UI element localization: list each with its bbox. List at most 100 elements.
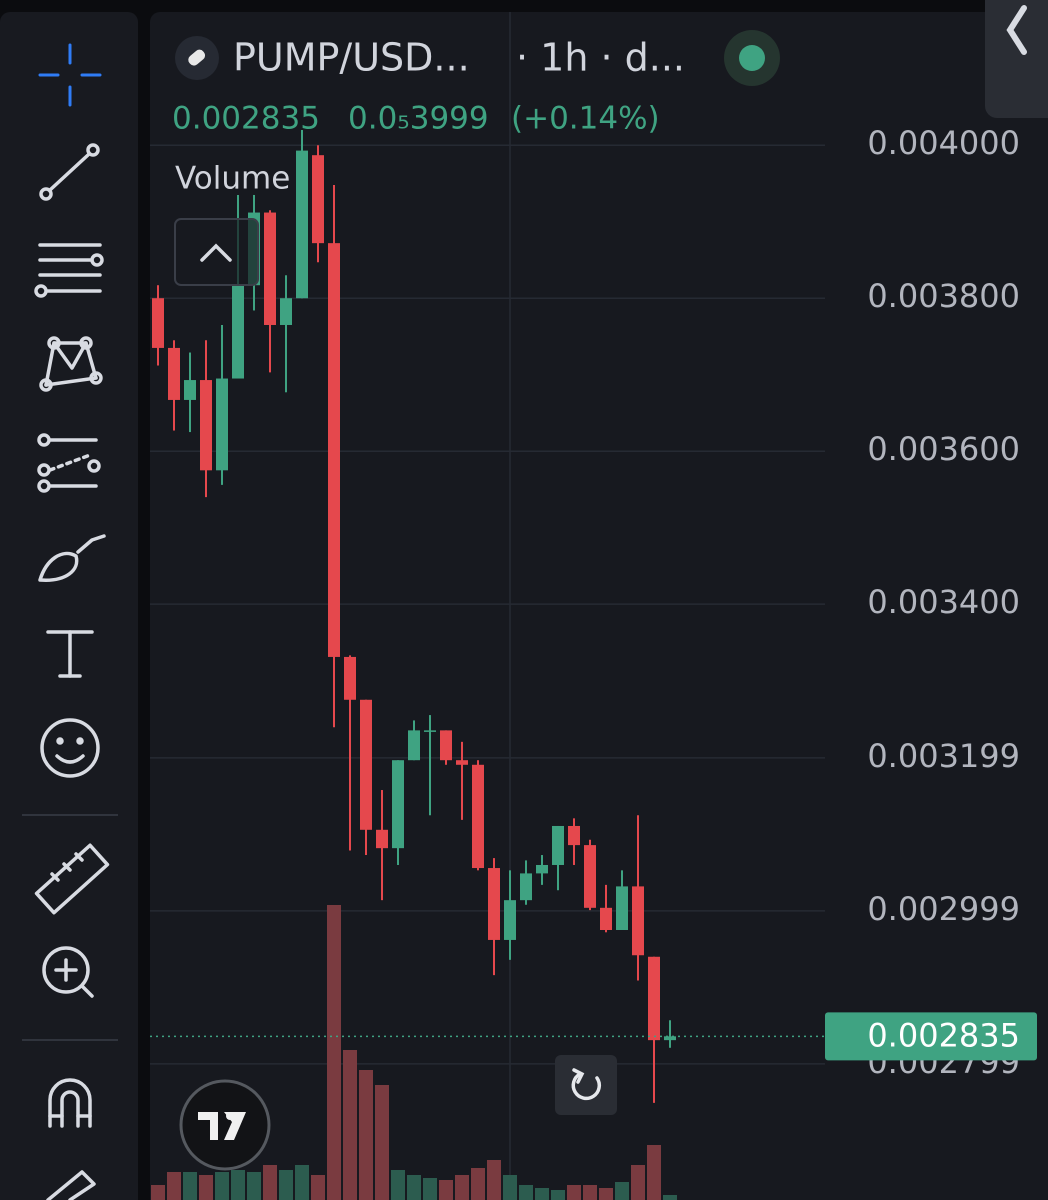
toolbar-panel <box>0 12 138 1200</box>
text-tool[interactable] <box>46 630 94 678</box>
emoji-tool[interactable] <box>40 718 100 778</box>
collapse-icon <box>200 243 232 262</box>
candle-body <box>392 760 404 849</box>
volume-bar <box>375 1085 389 1200</box>
candle-body <box>216 378 228 471</box>
y-tick-label: 0.002999 <box>867 890 1020 928</box>
volume-bar <box>407 1175 421 1200</box>
candle-body <box>568 825 580 846</box>
interval[interactable]: · 1h · d... <box>516 36 685 80</box>
volume-bar <box>359 1070 373 1200</box>
candle-body <box>200 380 212 471</box>
volume-bar <box>663 1195 677 1200</box>
candle-body <box>312 155 324 244</box>
pencil-tool[interactable] <box>46 1170 96 1200</box>
zoom-tool[interactable] <box>42 946 94 998</box>
volume-bar <box>599 1188 613 1200</box>
y-tick-label: 0.003400 <box>867 583 1020 621</box>
crosshair-tool[interactable] <box>38 43 102 107</box>
y-tick-label: 0.003800 <box>867 277 1020 315</box>
candle-body <box>280 298 292 325</box>
candle-body <box>424 730 436 732</box>
collapse-button[interactable] <box>174 218 259 286</box>
candle-body <box>504 900 516 940</box>
reset-button[interactable] <box>555 1055 617 1115</box>
volume-bar <box>583 1185 597 1200</box>
volume-bar <box>487 1160 501 1200</box>
volume-bar <box>439 1180 453 1200</box>
candle-body <box>328 243 340 657</box>
symbol[interactable]: PUMP/USD... <box>233 36 470 80</box>
y-tick-label: 0.003199 <box>867 737 1020 775</box>
volume-bar <box>247 1172 261 1200</box>
candle-body <box>552 825 564 865</box>
magnet-tool[interactable] <box>48 1078 92 1128</box>
reset-icon-arrow <box>572 1068 585 1084</box>
volume-label: Volume <box>175 161 290 197</box>
header-change: 0.0₅3999 <box>348 101 489 137</box>
fib-tool[interactable] <box>34 243 104 298</box>
logo <box>198 1112 246 1140</box>
volume-bar <box>423 1178 437 1200</box>
side-tab[interactable] <box>985 0 1048 118</box>
volume-bar <box>199 1175 213 1200</box>
volume-bar <box>519 1185 533 1200</box>
header-change-percent: (+0.14%) <box>511 101 660 137</box>
volume-bar <box>295 1165 309 1200</box>
y-tick-label: 0.003600 <box>867 430 1020 468</box>
candle-body <box>616 886 628 930</box>
candle-body <box>376 829 388 849</box>
last-price-label: 0.002835 <box>867 1016 1020 1054</box>
volume-bar <box>631 1165 645 1200</box>
volume-bar <box>263 1165 277 1200</box>
volume-bar <box>567 1185 581 1200</box>
candle-body <box>408 730 420 761</box>
candle-body <box>520 873 532 901</box>
candle-body <box>184 380 196 400</box>
reset-icon <box>571 1072 601 1101</box>
status-dot <box>739 45 765 71</box>
candle-body <box>536 864 548 874</box>
pattern-tool[interactable] <box>39 336 103 392</box>
volume-bar <box>535 1188 549 1200</box>
plot-area <box>150 129 825 1200</box>
prediction-tool[interactable] <box>37 433 101 493</box>
volume-bar <box>391 1170 405 1200</box>
candle-body <box>664 1036 676 1041</box>
candle-body <box>344 656 356 700</box>
last-price-tag <box>825 1012 1037 1061</box>
header-price: 0.002835 <box>172 101 320 137</box>
volume-bar <box>279 1170 293 1200</box>
volume-bar <box>231 1170 245 1200</box>
chart-panel <box>150 12 1048 1200</box>
volume-bar <box>215 1172 229 1200</box>
candle-body <box>168 347 180 400</box>
trend-line-tool[interactable] <box>39 143 100 201</box>
logo-dot <box>226 1112 234 1120</box>
candle-body <box>232 285 244 379</box>
volume-bar <box>615 1182 629 1200</box>
volume-bar <box>455 1175 469 1200</box>
brush-tool[interactable] <box>38 534 106 582</box>
ruler-tool[interactable] <box>34 843 110 915</box>
volume-bar <box>503 1175 517 1200</box>
volume-bar <box>551 1190 565 1200</box>
volume-bar <box>647 1145 661 1200</box>
candle-body <box>472 764 484 869</box>
candle-body <box>360 699 372 830</box>
volume-bar <box>311 1175 325 1200</box>
candle-body <box>152 298 164 348</box>
logo-button[interactable] <box>179 1079 271 1171</box>
volume-bar <box>327 905 341 1200</box>
candle-body <box>264 212 276 325</box>
volume-bar <box>183 1172 197 1200</box>
symbol-icon-pill <box>188 49 206 66</box>
volume-bar <box>167 1172 181 1200</box>
y-tick-label: 0.004000 <box>867 124 1020 162</box>
candle-body <box>600 907 612 930</box>
volume-bar <box>151 1185 165 1200</box>
candle-body <box>584 845 596 908</box>
candle-body <box>440 730 452 761</box>
